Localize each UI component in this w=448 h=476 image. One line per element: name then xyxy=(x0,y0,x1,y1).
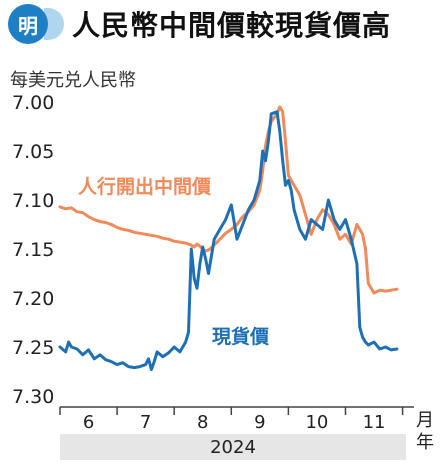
x-tick-label: 10 xyxy=(305,412,328,433)
x-unit-label: 月 年 xyxy=(416,410,434,454)
x-tick-label: 11 xyxy=(363,412,386,433)
year-label: 2024 xyxy=(210,436,256,458)
logo-wing-decoration xyxy=(44,8,64,40)
x-tick-label: 7 xyxy=(140,412,151,433)
logo-badge: 明 xyxy=(8,4,48,44)
y-unit-label: 每美元兑人民幣 xyxy=(10,70,136,91)
x-unit-year: 年 xyxy=(416,432,434,453)
midpoint-series-label: 人行開出中間價 xyxy=(78,175,212,198)
spot-series-label: 現貨價 xyxy=(212,325,270,348)
y-tick-label: 7.00 xyxy=(12,92,54,114)
x-tick-label: 6 xyxy=(83,412,94,433)
x-tick-label: 9 xyxy=(254,412,265,433)
year-bar: 2024 xyxy=(60,434,406,460)
spot-series-line xyxy=(58,110,399,371)
y-tick-label: 7.10 xyxy=(12,190,54,212)
x-unit-month: 月 xyxy=(416,410,434,431)
midpoint-series-line xyxy=(58,105,399,295)
x-tick-label: 8 xyxy=(197,412,208,433)
header: 明 人民幣中間價較現貨價高 xyxy=(0,0,448,50)
y-tick-label: 7.15 xyxy=(12,239,54,261)
y-tick-label: 7.05 xyxy=(12,141,54,163)
y-tick-label: 7.25 xyxy=(12,337,54,359)
y-tick-label: 7.20 xyxy=(12,288,54,310)
y-tick-label: 7.30 xyxy=(12,386,54,408)
chart-title: 人民幣中間價較現貨價高 xyxy=(72,9,392,42)
